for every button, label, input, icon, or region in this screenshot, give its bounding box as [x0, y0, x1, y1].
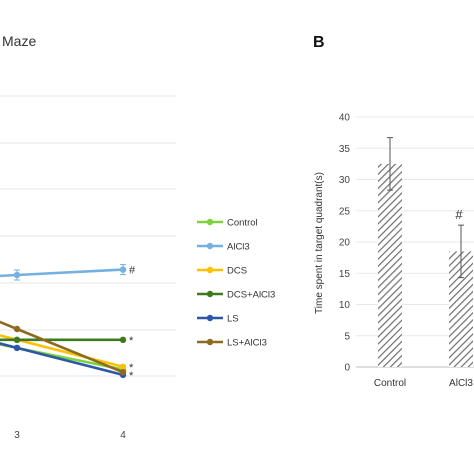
- panel-b-y-axis-label: Time spent in target quadrant(s): [314, 172, 325, 314]
- panel-b-y-ticks: 0 5 10 15 20 25 30 35 40: [339, 113, 351, 374]
- data-point: [119, 266, 127, 273]
- legend-label: LS+AlCl3: [227, 338, 267, 349]
- x-tick-label: 4: [120, 430, 126, 441]
- panel-a-gridlines: [0, 95, 176, 377]
- legend-label: LS: [227, 314, 239, 325]
- panel-b-bars: #: [378, 137, 473, 367]
- legend-swatch-marker: [206, 290, 214, 298]
- series-alcl3: #: [0, 264, 136, 281]
- panel-b-x-ticks: Control AlCl3: [374, 378, 474, 389]
- y-tick-label: 5: [344, 331, 350, 342]
- panel-b: B 0 5 10 15 20 25 30 35 40 Time spent in target …: [313, 34, 474, 389]
- data-point: [119, 336, 127, 343]
- legend-swatch-marker: [206, 338, 214, 346]
- legend-label: DCS: [227, 266, 247, 277]
- y-tick-label: 20: [339, 238, 351, 249]
- panel-a-series: #***: [0, 264, 136, 382]
- legend-swatch-marker: [206, 314, 214, 322]
- legend-item: AlCl3: [197, 242, 250, 253]
- legend-label: Control: [227, 218, 258, 229]
- data-point: [13, 336, 21, 343]
- bar: [378, 163, 402, 367]
- data-point: [13, 344, 21, 352]
- y-tick-label: 10: [339, 300, 351, 311]
- significance-marker: *: [129, 335, 134, 347]
- legend-item: LS+AlCl3: [197, 338, 267, 349]
- panel-a-legend: Control AlCl3 DCS DCS+AlCl3 LS LS+AlCl3: [197, 218, 275, 349]
- x-tick-label: Control: [374, 378, 406, 389]
- legend-swatch-marker: [206, 218, 214, 226]
- significance-marker: *: [129, 362, 134, 374]
- data-point: [13, 271, 21, 279]
- y-tick-label: 40: [339, 113, 351, 124]
- legend-swatch-marker: [206, 266, 214, 274]
- significance-marker: #: [455, 207, 463, 222]
- y-tick-label: 25: [339, 206, 351, 217]
- data-point: [119, 369, 127, 376]
- legend-swatch-marker: [206, 242, 214, 250]
- significance-marker: #: [129, 265, 136, 277]
- y-tick-label: 0: [344, 363, 350, 374]
- panel-b-letter: B: [313, 34, 325, 51]
- legend-item: DCS+AlCl3: [197, 290, 275, 301]
- x-tick-label: AlCl3: [449, 378, 473, 389]
- significance-marker: *: [129, 370, 134, 382]
- legend-item: Control: [197, 218, 258, 229]
- bar-control: [378, 137, 402, 367]
- legend-item: DCS: [197, 266, 247, 277]
- legend-label: AlCl3: [227, 242, 250, 253]
- bar-alcl3: #: [449, 207, 473, 367]
- legend-item: LS: [197, 314, 239, 325]
- y-tick-label: 35: [339, 144, 351, 155]
- series-dcs-alcl3: *: [0, 335, 134, 347]
- legend-label: DCS+AlCl3: [227, 290, 275, 301]
- y-tick-label: 30: [339, 175, 351, 186]
- data-point: [119, 363, 127, 370]
- series-ls-alcl3: [0, 320, 127, 376]
- data-point: [13, 325, 21, 333]
- x-tick-label: 3: [14, 430, 20, 441]
- panel-a-title: Maze: [2, 33, 36, 49]
- y-tick-label: 15: [339, 269, 351, 280]
